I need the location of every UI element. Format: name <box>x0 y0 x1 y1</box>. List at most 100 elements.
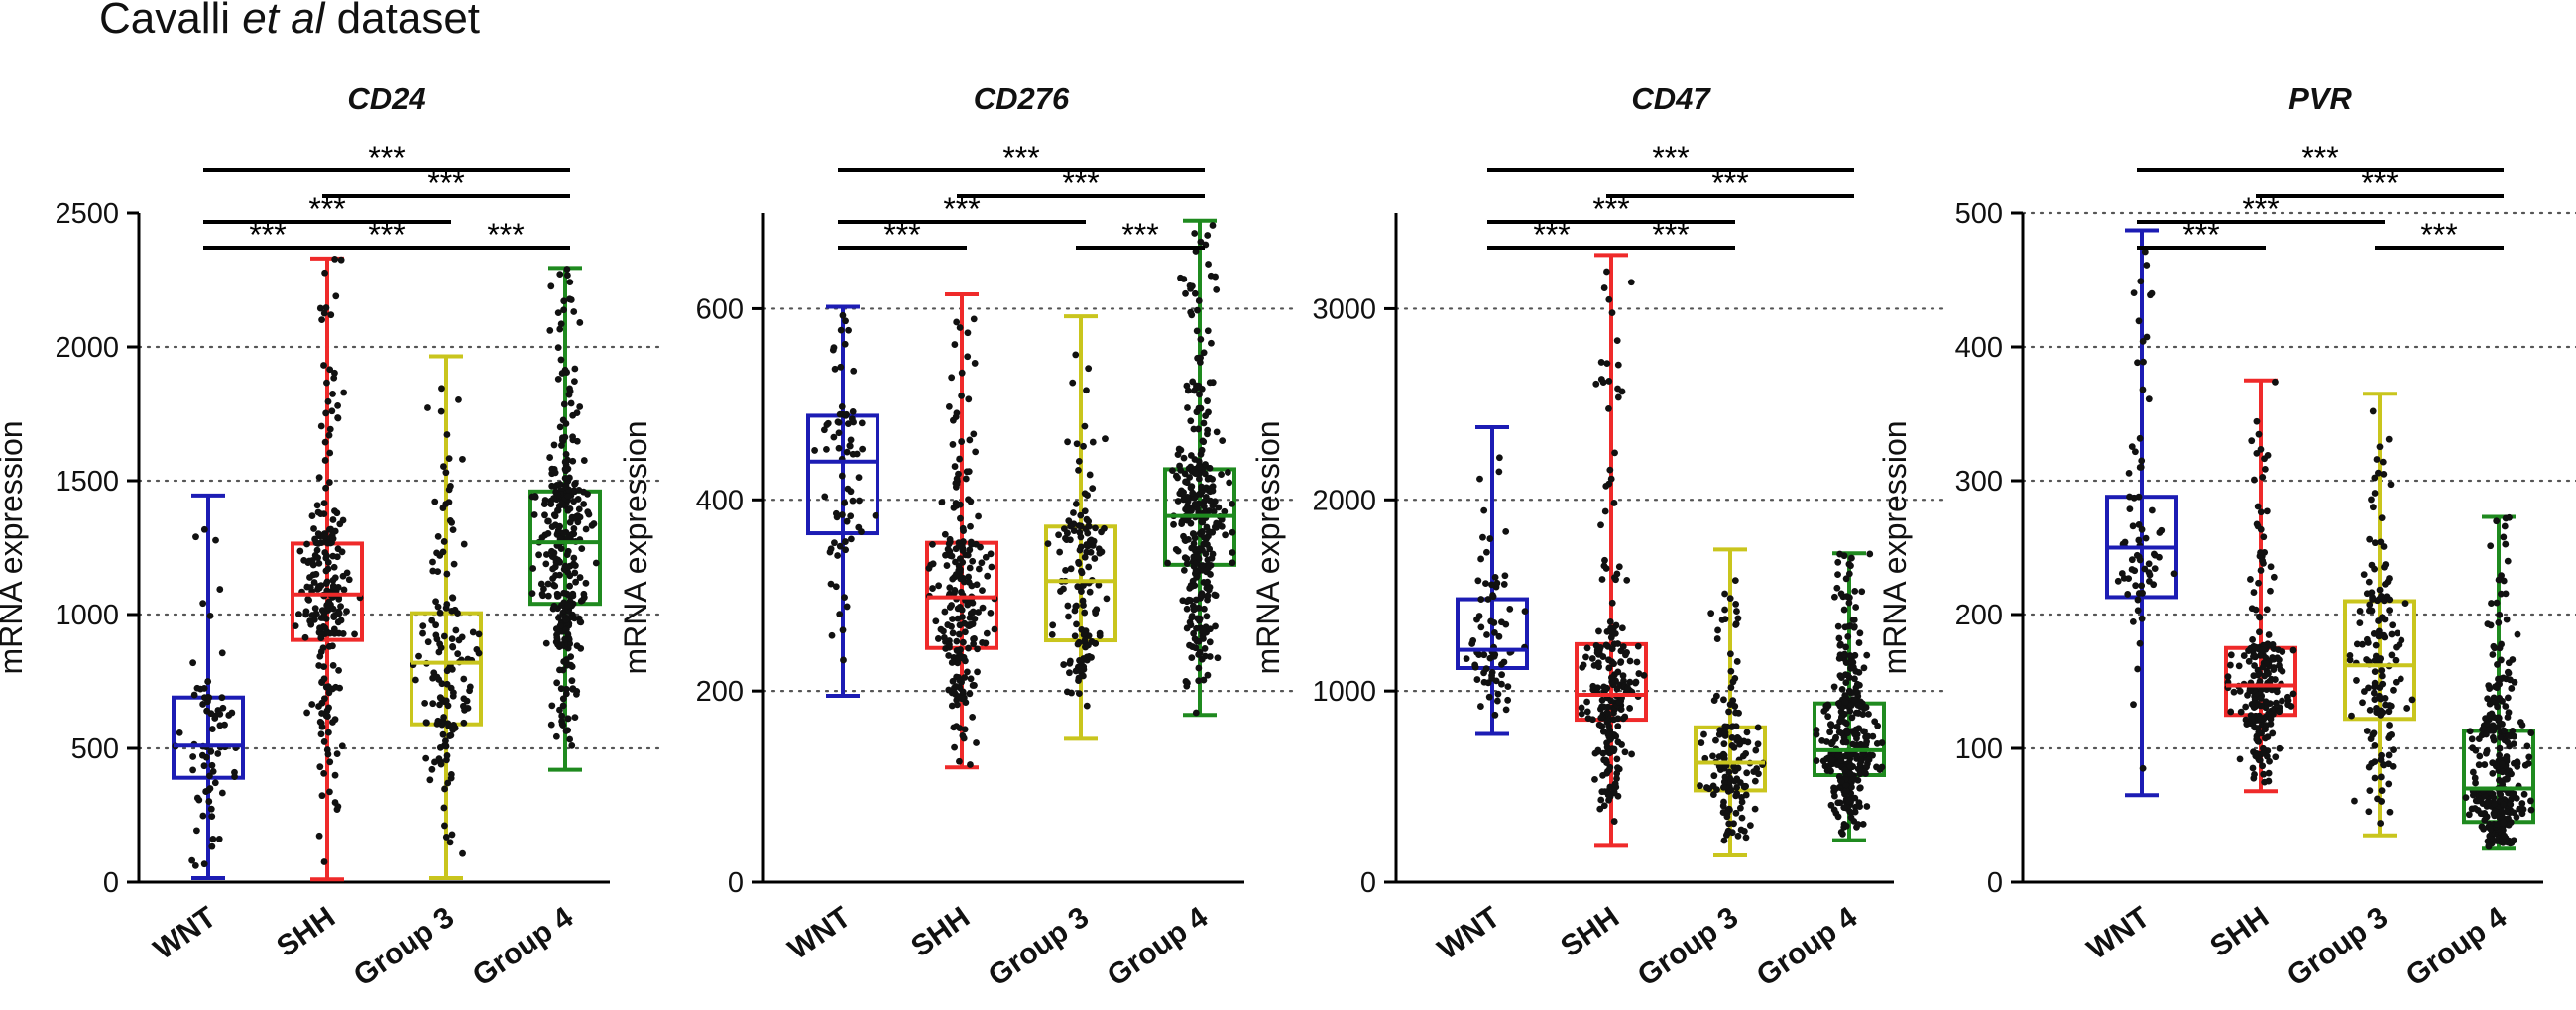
data-point <box>2363 590 2371 598</box>
data-point <box>952 691 960 699</box>
data-point <box>310 525 317 532</box>
data-point <box>320 663 328 671</box>
data-point <box>2371 741 2379 749</box>
data-point <box>1701 754 1709 762</box>
data-point <box>1187 417 1195 425</box>
data-point <box>1726 595 1734 603</box>
data-point <box>2471 774 2479 782</box>
data-point <box>2142 534 2150 542</box>
data-point <box>831 365 839 373</box>
data-point <box>2487 542 2495 550</box>
data-point <box>953 480 961 488</box>
data-point <box>1480 651 1488 659</box>
data-point <box>1199 527 1207 535</box>
data-point <box>956 324 964 331</box>
data-point <box>564 715 572 723</box>
data-point <box>1583 708 1591 716</box>
x-tick-label: SHH <box>271 901 341 963</box>
data-point <box>1713 786 1720 793</box>
data-point <box>872 511 879 519</box>
data-point <box>1471 661 1479 669</box>
data-point <box>554 492 562 499</box>
data-point <box>2252 752 2260 760</box>
data-point <box>1219 437 1227 445</box>
significance-label: *** <box>1121 217 1158 253</box>
data-point <box>1845 570 1853 578</box>
data-point <box>2136 639 2144 647</box>
data-point <box>2497 656 2505 664</box>
data-point <box>1500 581 1508 588</box>
data-point <box>943 562 951 569</box>
points-wnt <box>811 311 879 664</box>
data-point <box>323 379 330 387</box>
data-point <box>2489 769 2497 777</box>
data-point <box>952 683 960 690</box>
data-point <box>972 540 980 548</box>
data-point <box>2380 761 2388 769</box>
data-point <box>2227 708 2235 716</box>
data-point <box>446 516 454 524</box>
data-point <box>837 363 845 371</box>
data-point <box>955 566 963 574</box>
data-point <box>326 449 334 457</box>
data-point <box>2487 789 2494 796</box>
data-point <box>535 551 542 559</box>
data-point <box>1206 464 1214 472</box>
data-point <box>1818 736 1826 744</box>
data-point <box>2263 722 2270 729</box>
data-point <box>1709 752 1716 760</box>
data-point <box>1850 817 1858 825</box>
data-point <box>849 497 857 505</box>
significance-bracket: *** <box>2375 217 2504 253</box>
data-point <box>1608 674 1615 682</box>
data-point <box>973 739 980 746</box>
data-point <box>311 535 318 543</box>
data-point <box>576 618 584 625</box>
data-point <box>548 702 556 710</box>
x-tick-label: Group 3 <box>2282 901 2394 993</box>
data-point <box>2494 821 2501 828</box>
data-point <box>2148 289 2156 297</box>
data-point <box>584 490 591 498</box>
data-point <box>1213 285 1221 293</box>
y-tick-label: 300 <box>1955 466 2003 498</box>
data-point <box>967 675 975 683</box>
data-point <box>1725 820 1733 828</box>
significance-bracket: *** <box>2137 191 2385 227</box>
y-tick-label: 400 <box>1955 332 2003 364</box>
data-point <box>858 528 865 535</box>
data-point <box>2363 728 2371 734</box>
data-point <box>436 609 444 617</box>
data-point <box>1064 602 1072 610</box>
data-point <box>1595 721 1603 729</box>
data-point <box>2151 551 2159 559</box>
data-point <box>839 511 846 518</box>
y-tick-label: 200 <box>696 676 744 708</box>
data-point <box>1049 621 1057 629</box>
data-point <box>1830 683 1838 691</box>
data-point <box>1592 380 1600 388</box>
data-point <box>2505 815 2512 822</box>
data-point <box>1626 678 1634 686</box>
x-tick-label: WNT <box>148 901 222 966</box>
data-point <box>1721 606 1728 614</box>
data-point <box>1195 664 1203 672</box>
data-point <box>308 701 316 708</box>
data-point <box>552 625 560 633</box>
data-point <box>315 559 323 567</box>
data-point <box>334 401 342 409</box>
data-point <box>966 546 974 554</box>
data-point <box>434 532 442 540</box>
box-group-4 <box>2462 513 2535 851</box>
data-point <box>2481 761 2489 768</box>
data-point <box>964 668 971 676</box>
data-point <box>1628 750 1635 758</box>
data-point <box>1856 703 1864 711</box>
data-point <box>1485 693 1493 701</box>
data-point <box>1851 729 1858 737</box>
data-point <box>959 638 967 646</box>
data-point <box>461 706 468 714</box>
data-point <box>1828 755 1836 763</box>
data-point <box>2375 469 2382 477</box>
